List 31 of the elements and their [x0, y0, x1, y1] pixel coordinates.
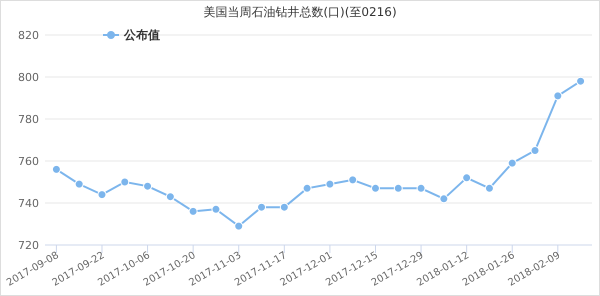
y-tick-label: 820	[18, 29, 39, 42]
point	[188, 206, 198, 216]
point	[439, 194, 448, 204]
point	[394, 184, 403, 193]
point	[416, 184, 426, 193]
point	[553, 91, 562, 100]
point	[257, 202, 266, 212]
legend-label: 公布值	[123, 28, 160, 42]
point	[302, 184, 312, 193]
point	[325, 180, 334, 189]
point	[348, 175, 358, 184]
point	[120, 178, 130, 186]
point	[508, 158, 517, 168]
point	[143, 182, 152, 191]
y-tick-label: 740	[18, 197, 39, 210]
y-tick-label: 800	[18, 71, 39, 84]
point	[97, 190, 106, 200]
y-tick-label: 720	[18, 239, 39, 252]
point	[74, 180, 84, 189]
point	[280, 202, 289, 212]
point	[166, 192, 175, 202]
point	[484, 184, 494, 193]
point	[52, 164, 61, 174]
point	[462, 173, 472, 182]
point	[370, 184, 380, 193]
point	[576, 76, 586, 86]
y-tick-label: 780	[18, 113, 39, 126]
point	[211, 204, 220, 214]
chart-title: 美国当周石油钻井总数(口)(至0216)	[203, 5, 397, 19]
y-tick-label: 760	[18, 155, 39, 168]
point	[234, 222, 244, 231]
